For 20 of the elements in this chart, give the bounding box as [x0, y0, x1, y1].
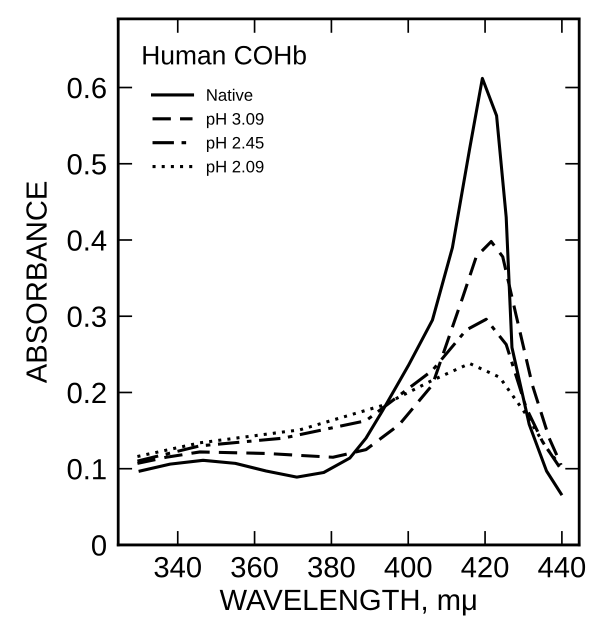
x-tick-label: 420 [461, 556, 508, 578]
x-tick-label: 380 [308, 556, 355, 578]
x-tick-label: 400 [384, 556, 432, 578]
y-tick-label: 0.1 [68, 458, 106, 480]
x-axis-title: WAVELENGTH, mμ [220, 590, 476, 616]
legend-label: pH 2.45 [206, 136, 264, 152]
y-tick-label: 0.2 [68, 382, 106, 404]
legend-label: pH 2.09 [206, 160, 264, 176]
y-axis-title: ABSORBANCE [26, 182, 47, 384]
x-tick-label: 340 [154, 556, 201, 578]
y-tick-label: 0 [92, 535, 106, 556]
legend-label: Native [207, 88, 252, 101]
y-tick-label: 0.6 [68, 78, 106, 98]
x-tick-label: 440 [538, 556, 586, 578]
text: Human COHb [143, 45, 306, 65]
y-tick-label: 0.3 [68, 306, 106, 328]
x-tick-label: 360 [231, 556, 278, 578]
y-tick-label: 0.5 [68, 154, 106, 175]
y-tick-label: 0.4 [68, 230, 106, 251]
legend-label: pH 3.09 [206, 113, 264, 128]
